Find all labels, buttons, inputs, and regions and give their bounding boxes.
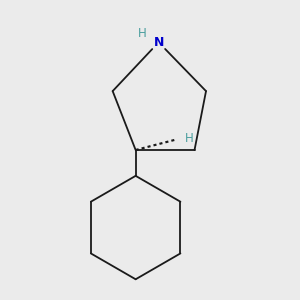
Text: H: H (138, 27, 146, 40)
Text: H: H (184, 132, 193, 145)
Text: N: N (153, 36, 164, 49)
